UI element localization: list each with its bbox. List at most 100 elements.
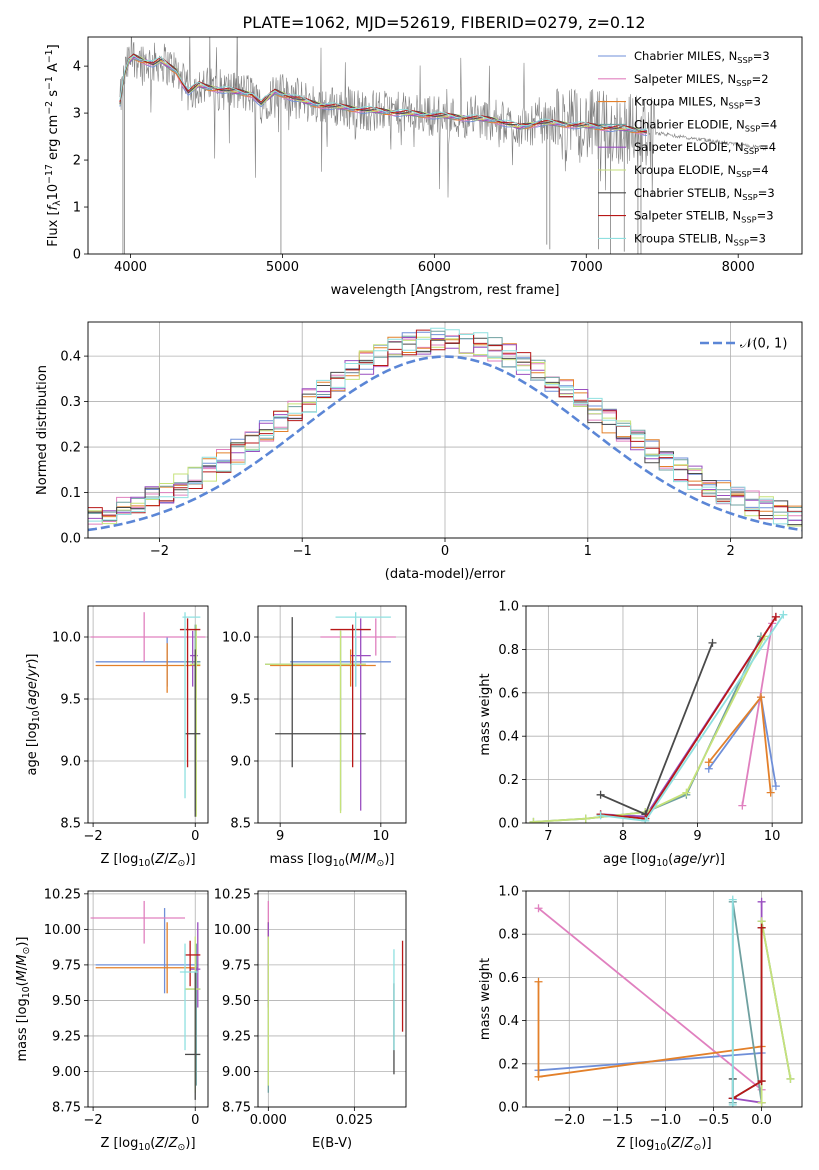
x-tick-label: −2	[84, 829, 103, 844]
errorbar-point	[182, 612, 201, 799]
x-tick-label: 0.0	[751, 1113, 772, 1128]
x-tick-label: 9	[276, 829, 284, 844]
x-tick-label: 2	[726, 544, 734, 559]
errorbar-point	[265, 630, 366, 814]
x-tick-label: 10	[373, 829, 390, 844]
weight-marker	[728, 895, 737, 904]
spectrum-xlabel: wavelength [Angstrom, rest frame]	[331, 283, 560, 298]
weight-marker	[757, 897, 766, 906]
mass_vs_Z-ylabel: mass [log10(M/M⊙)]	[15, 937, 32, 1062]
y-tick-label: 9.50	[52, 994, 81, 1009]
y-tick-label: 3	[73, 107, 81, 122]
y-tick-label: 9.00	[52, 1065, 81, 1080]
weight-marker	[771, 782, 780, 791]
errorbar-point	[95, 643, 201, 693]
mass_vs_ebv-frame	[257, 890, 407, 1108]
y-tick-label: 4	[73, 60, 81, 75]
y-tick-label: 10.00	[44, 923, 81, 938]
weight-marker	[581, 814, 590, 823]
weight-marker	[708, 638, 717, 647]
errorbar-point	[350, 618, 371, 811]
weight-marker	[756, 693, 765, 702]
x-tick-label: 0.000	[250, 1113, 287, 1128]
x-tick-label: −2	[150, 544, 169, 559]
weight-marker	[596, 790, 605, 799]
legend-label: Salpeter MILES, NSSP=2	[634, 72, 769, 88]
legend-label: Salpeter ELODIE, NSSP=4	[634, 140, 776, 156]
weight-series	[728, 895, 737, 1107]
y-tick-label: 9.0	[230, 755, 251, 770]
x-tick-label: −1.0	[650, 1113, 682, 1128]
x-tick-label: −2	[84, 1113, 103, 1128]
weight-marker	[757, 1077, 766, 1086]
errorbar-point	[185, 972, 201, 1100]
weight-series	[529, 632, 765, 823]
errorbar-point	[320, 618, 396, 656]
residuals-axes: −2 −1 0 1 2 0.0 0.1 0.2 0.3 0.4	[60, 322, 802, 559]
weight-line	[600, 616, 777, 818]
weight-series	[728, 923, 766, 1103]
y-tick-label: 10.25	[44, 887, 81, 902]
x-tick-label: −0.5	[698, 1113, 730, 1128]
errorbar-point	[90, 612, 206, 662]
residuals-ylabel: Normed distribution	[35, 365, 50, 495]
weight-series	[596, 638, 717, 819]
x-tick-label: 8000	[722, 260, 755, 275]
model-line-chabrier-stelib	[119, 53, 648, 134]
y-tick-label: 9.75	[222, 958, 251, 973]
y-tick-label: 0.2	[498, 1057, 519, 1072]
weight_vs_age-ylabel: mass weight	[478, 673, 493, 755]
x-tick-label: 9	[693, 829, 701, 844]
legend-label: Kroupa ELODIE, NSSP=4	[634, 163, 769, 179]
errorbar-point	[179, 618, 201, 768]
y-tick-label: 0.6	[498, 971, 519, 986]
legend-label: Chabrier STELIB, NSSP=3	[634, 186, 775, 202]
legend-label: Chabrier ELODIE, NSSP=4	[634, 117, 777, 133]
weight-line	[533, 636, 762, 823]
mass_vs_Z-xlabel: Z [log10(Z/Z⊙)]	[100, 1136, 195, 1153]
weight-marker	[529, 817, 538, 823]
x-tick-label: 0.025	[336, 1113, 373, 1128]
weight-series	[738, 619, 777, 810]
x-tick-label: 8	[619, 829, 627, 844]
age_vs_Z-ylabel: age [log10(age/yr)]	[25, 653, 42, 775]
y-tick-label: 10.0	[222, 631, 251, 646]
weight-marker	[534, 977, 543, 986]
weight_vs_age-frame	[525, 605, 803, 824]
y-tick-label: 0.8	[498, 643, 519, 658]
y-tick-label: 0.0	[60, 532, 81, 547]
y-tick-label: 1.0	[498, 600, 519, 615]
x-tick-label: 10	[764, 829, 781, 844]
y-tick-label: 8.5	[60, 817, 81, 832]
weight-marker	[757, 923, 766, 932]
weight-marker	[641, 816, 650, 823]
weight-line	[741, 623, 774, 806]
y-tick-label: 0.3	[60, 395, 81, 410]
x-tick-label: −1.5	[602, 1113, 634, 1128]
model-line-kroupa-stelib	[119, 55, 648, 131]
weight-marker	[757, 1098, 766, 1107]
y-tick-label: 0.4	[498, 1014, 519, 1029]
residuals-frame	[87, 321, 803, 539]
errorbar-point	[95, 908, 198, 994]
weight-series	[757, 917, 795, 1107]
y-tick-label: 0.6	[498, 686, 519, 701]
y-tick-label: 0.0	[498, 817, 519, 832]
mass_vs_ebv-xlabel: E(B-V)	[312, 1136, 352, 1151]
weight-marker	[738, 801, 747, 810]
errorbar-point	[185, 940, 201, 987]
age_vs_Z-frame	[87, 605, 209, 824]
y-tick-label: 0.2	[498, 773, 519, 788]
x-tick-label: −1	[293, 544, 312, 559]
x-tick-label: −2.0	[553, 1113, 585, 1128]
mass_vs_Z-frame	[87, 890, 209, 1108]
y-tick-label: 8.75	[222, 1101, 251, 1116]
y-tick-label: 0.0	[498, 1101, 519, 1116]
weight_vs_Z-axes: −2.0 −1.5 −1.0 −0.5 0.0 0.0 0.2 0.4 0.6 0.8 1.0	[498, 885, 802, 1128]
weight-series	[529, 632, 769, 823]
mass_vs_Z-axes: −2 0 8.75 9.00 9.25 9.50 9.75 10.00 10.25	[44, 887, 208, 1128]
errorbar-point	[95, 922, 198, 994]
weight_vs_Z-frame	[525, 890, 803, 1108]
weight-marker	[766, 788, 775, 797]
